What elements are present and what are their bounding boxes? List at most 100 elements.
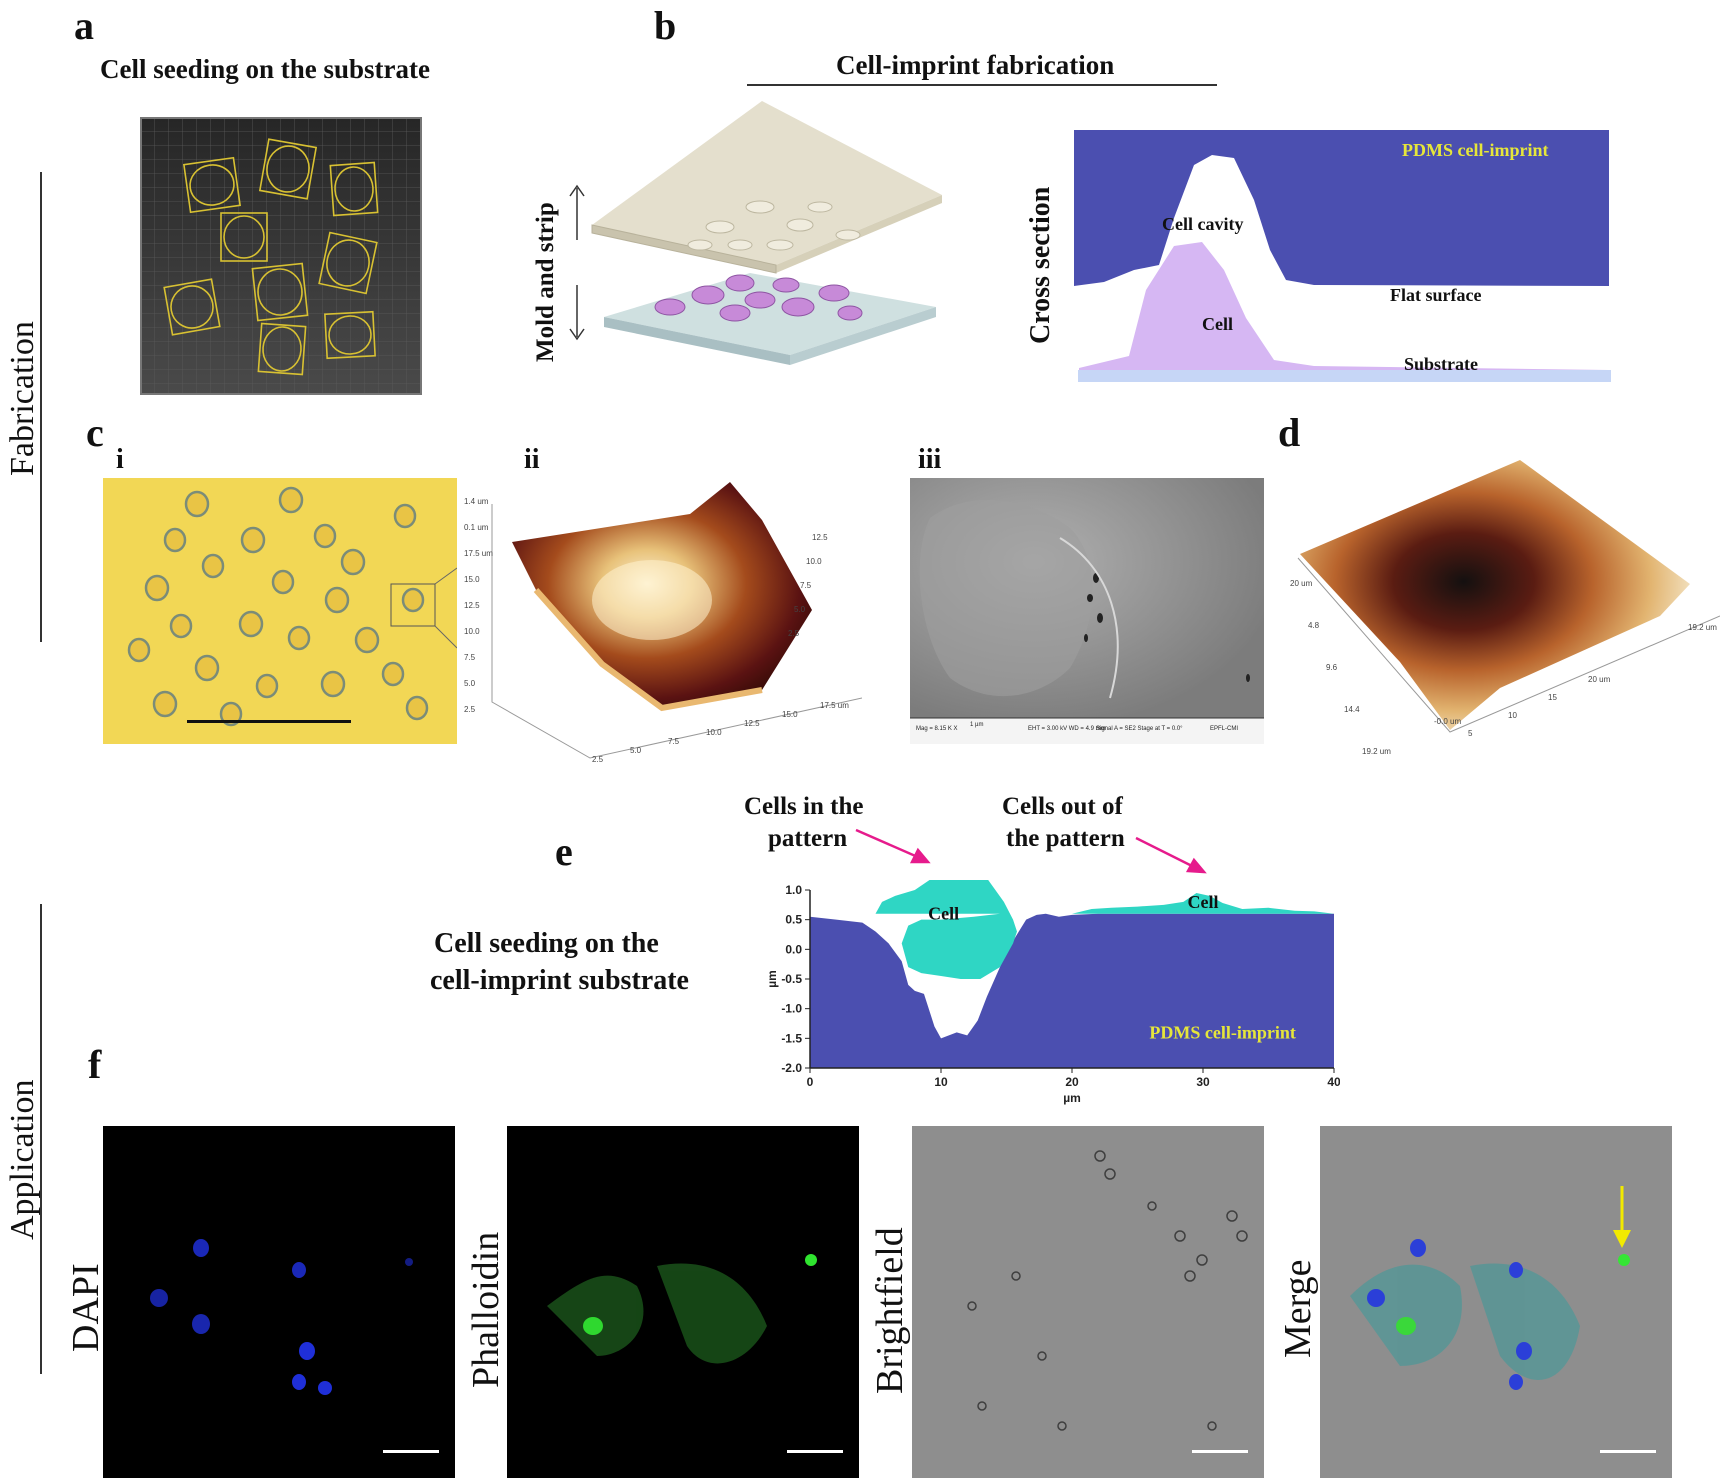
y-tick-label: 0.0 [785,942,802,956]
x-tick-label: 0 [807,1075,814,1089]
panel-b-title: Cell-imprint fabrication [836,50,1115,80]
afm-right-tick: 7.5 [800,581,812,590]
mold-illustration [590,95,950,395]
afm-left-tick: 17.5 um [464,549,493,558]
merge-label: Merge [1277,1259,1319,1359]
flat-surface-label: Flat surface [1390,285,1482,305]
phalloidin-label: Phalloidin [465,1231,507,1388]
y-tick-label: -1.0 [781,1002,802,1016]
optical-micrograph [103,478,457,744]
callout-out-2: the pattern [1006,825,1125,852]
afm-right-tick: 10.0 [806,557,822,566]
brightfield-image [912,1126,1264,1478]
afm-d-bottom-tick: 5 [1468,729,1473,738]
y-tick-label: -1.5 [781,1031,802,1045]
y-tick-label: -2.0 [781,1061,802,1075]
x-axis-label: µm [1063,1091,1081,1105]
afm-left-tick: 10.0 [464,627,480,636]
profile-chart: 1.0 0.5 0.0 -0.5 -1.0 -1.5 -2.0 0 10 20 30 40 µm µm Ce… [760,872,1341,1110]
afm-imprint-topography: 20 um 4.8 9.6 14.4 19.2 um 5 10 15 20 um 19.2 um -… [1290,456,1721,776]
cell-seeding-image [140,117,422,395]
afm-right-tick: 2.5 [788,629,800,638]
brightfield-label: Brightfield [869,1227,911,1394]
sem-institution: EPFL-CMI [1210,726,1239,732]
afm-bottom-tick: 15.0 [782,710,798,719]
afm-d-left-tick: 4.8 [1308,621,1320,630]
sem-signal: Signal A = SE2 Stage at T = 0.0° [1096,726,1183,732]
afm-left-tick: 7.5 [464,653,476,662]
afm-left-tick: 15.0 [464,575,480,584]
afm-bottom-tick: 10.0 [706,728,722,737]
sem-scale: 1 µm [970,722,984,728]
mold-strip-arrows [562,180,592,345]
pdms-label-chart: PDMS cell-imprint [1149,1022,1295,1042]
callout-out-1: Cells out of [1002,793,1123,820]
afm-bottom-tick: 2.5 [592,755,604,764]
x-tick-label: 20 [1065,1075,1079,1089]
afm-d-bottom-tick: 20 um [1588,675,1611,684]
afm-d-bottom-tick: 10 [1508,711,1517,720]
cell-cavity-label: Cell cavity [1162,214,1244,234]
panel-label-c: c [86,410,104,455]
panel-e-title-2: cell-imprint substrate [430,965,689,996]
x-tick-label: 10 [934,1075,948,1089]
panel-label-a: a [74,3,94,48]
sem-image: Mag = 8.15 K X 1 µm EHT = 3.00 kV WD = 4… [910,478,1264,744]
afm-left-tick: 5.0 [464,679,476,688]
afm-bottom-tick: 7.5 [668,737,680,746]
pdms-label: PDMS cell-imprint [1402,140,1549,160]
panel-a-title: Cell seeding on the substrate [100,54,430,84]
afm-d-right-tick: 19.2 um [1688,623,1717,632]
sub-label-i: i [116,444,124,475]
afm-d-zero-tick: -0.0 um [1434,717,1461,726]
x-tick-label: 30 [1196,1075,1210,1089]
dapi-image [103,1126,455,1478]
afm-left-tick: 0.1 um [464,523,489,532]
afm-left-tick: 1.4 um [464,497,489,506]
afm-right-tick: 12.5 [812,533,828,542]
cell-area [1072,892,1334,914]
afm-right-tick: 5.0 [794,605,806,614]
callout-in-1: Cells in the [744,793,864,820]
afm-d-bottom-tick: 15 [1548,693,1557,702]
substrate-label: Substrate [1404,354,1479,374]
callout-in-2: pattern [768,825,848,852]
afm-bottom-tick: 17.5 um [820,701,849,710]
y-axis-label: µm [765,970,779,988]
pdms-area [810,913,1334,1068]
afm-3d-topography: 1.4 um 0.1 um 17.5 um 15.0 12.5 10.0 7.5 5.0 2.5… [462,480,863,770]
application-divider [40,904,42,1374]
afm-left-tick: 12.5 [464,601,480,610]
afm-left-tick: 2.5 [464,705,476,714]
y-tick-label: 1.0 [785,883,802,897]
y-tick-label: -0.5 [781,972,802,986]
merge-image [1320,1126,1672,1478]
panel-label-f: f [88,1042,102,1087]
panel-b-title-rule [747,84,1217,86]
afm-bottom-tick: 12.5 [744,719,760,728]
cell-area [875,872,1017,979]
panel-label-e: e [555,829,573,874]
afm-bottom-tick: 5.0 [630,746,642,755]
cell-label-in-pattern: Cell [928,904,959,924]
sem-eht: EHT = 3.00 kV WD = 4.9 mm [1028,726,1106,732]
afm-d-left-tick: 14.4 [1344,705,1360,714]
panel-label-b: b [654,3,677,48]
dapi-label: DAPI [65,1263,107,1352]
afm-d-left-tick: 20 um [1290,579,1313,588]
sub-label-iii: iii [918,444,942,475]
sem-mag: Mag = 8.15 K X [916,726,958,732]
phalloidin-image [507,1126,859,1478]
x-tick-label: 40 [1327,1075,1340,1089]
fabrication-divider [40,172,42,642]
cross-section-diagram: PDMS cell-imprint Cell cavity Flat surfa… [1074,130,1611,386]
afm-d-left-tick: 9.6 [1326,663,1338,672]
cell-label: Cell [1202,314,1233,334]
y-tick-label: 0.5 [785,913,802,927]
panel-e-title-1: Cell seeding on the [434,928,659,959]
panel-label-d: d [1278,410,1301,455]
afm-d-left-tick: 19.2 um [1362,747,1391,756]
sub-label-ii: ii [524,444,540,475]
cell-label-out-pattern: Cell [1188,892,1219,912]
